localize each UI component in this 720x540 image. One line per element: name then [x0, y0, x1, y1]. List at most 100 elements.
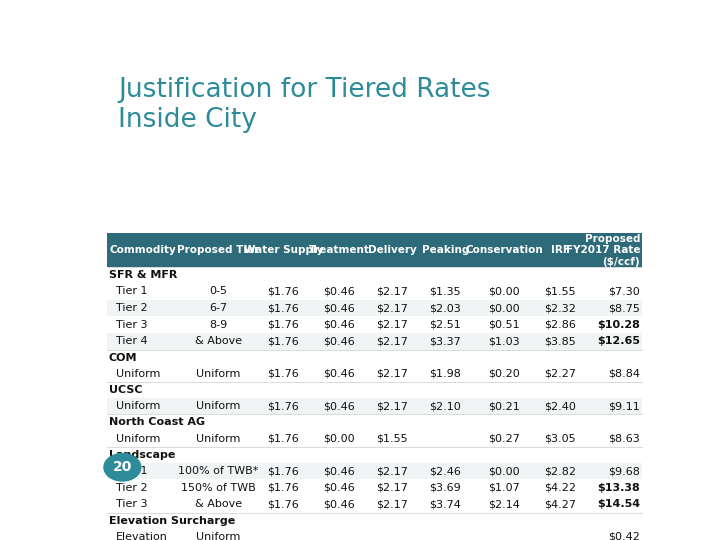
- Text: North Coast AG: North Coast AG: [109, 417, 205, 427]
- Text: 100% of TWB*: 100% of TWB*: [179, 466, 258, 476]
- Text: $2.17: $2.17: [377, 483, 408, 492]
- Text: Delivery: Delivery: [368, 245, 417, 255]
- Text: $7.30: $7.30: [608, 286, 640, 296]
- Bar: [107, 300, 642, 316]
- Text: $2.17: $2.17: [377, 500, 408, 509]
- Text: Uniform: Uniform: [116, 401, 160, 411]
- Text: $14.54: $14.54: [597, 500, 640, 509]
- Text: $1.76: $1.76: [267, 286, 300, 296]
- Text: COM: COM: [109, 353, 138, 362]
- Text: & Above: & Above: [195, 336, 242, 346]
- Text: Landscape: Landscape: [109, 450, 176, 460]
- Text: $2.17: $2.17: [377, 336, 408, 346]
- Text: $0.00: $0.00: [323, 434, 355, 443]
- Text: $0.00: $0.00: [488, 466, 520, 476]
- Text: $2.17: $2.17: [377, 320, 408, 330]
- Text: 20: 20: [112, 460, 132, 474]
- Text: Uniform: Uniform: [197, 434, 240, 443]
- Bar: [107, 398, 642, 415]
- Text: $4.27: $4.27: [544, 500, 576, 509]
- Text: $0.46: $0.46: [323, 369, 355, 379]
- Text: Tier 2: Tier 2: [116, 483, 148, 492]
- Text: Treatment: Treatment: [309, 245, 369, 255]
- Text: $1.76: $1.76: [267, 483, 300, 492]
- Text: $0.46: $0.46: [323, 303, 355, 313]
- Text: $1.76: $1.76: [267, 369, 300, 379]
- Text: $1.55: $1.55: [544, 286, 576, 296]
- Text: $1.76: $1.76: [267, 466, 300, 476]
- Bar: [107, 463, 642, 480]
- Bar: [107, 333, 642, 349]
- Text: $0.46: $0.46: [323, 320, 355, 330]
- Text: Proposed
FY2017 Rate
($/ccf): Proposed FY2017 Rate ($/ccf): [566, 234, 640, 267]
- Text: IRF: IRF: [551, 245, 570, 255]
- Text: 6-7: 6-7: [210, 303, 228, 313]
- Text: $1.76: $1.76: [267, 303, 300, 313]
- Text: $4.22: $4.22: [544, 483, 576, 492]
- Text: Elevation: Elevation: [116, 532, 168, 540]
- Text: $1.55: $1.55: [377, 434, 408, 443]
- Text: $2.03: $2.03: [429, 303, 461, 313]
- Text: $8.75: $8.75: [608, 303, 640, 313]
- Text: Tier 2: Tier 2: [116, 303, 148, 313]
- Text: $10.28: $10.28: [598, 320, 640, 330]
- Text: $1.07: $1.07: [488, 483, 520, 492]
- Text: $1.76: $1.76: [267, 500, 300, 509]
- Text: Peaking: Peaking: [421, 245, 469, 255]
- Text: SFR & MFR: SFR & MFR: [109, 270, 177, 280]
- Text: $0.51: $0.51: [488, 320, 520, 330]
- Text: $2.10: $2.10: [429, 401, 461, 411]
- Text: $0.46: $0.46: [323, 286, 355, 296]
- Text: $2.27: $2.27: [544, 369, 576, 379]
- Text: $2.14: $2.14: [488, 500, 520, 509]
- Text: $2.17: $2.17: [377, 369, 408, 379]
- Text: Elevation Surcharge: Elevation Surcharge: [109, 516, 235, 525]
- Text: & Above: & Above: [195, 500, 242, 509]
- Text: $0.20: $0.20: [488, 369, 520, 379]
- Text: $2.46: $2.46: [429, 466, 461, 476]
- Text: Water Supply: Water Supply: [243, 245, 323, 255]
- Text: Justification for Tiered Rates
Inside City: Justification for Tiered Rates Inside Ci…: [118, 77, 490, 133]
- Text: 0-5: 0-5: [210, 286, 228, 296]
- Text: Uniform: Uniform: [197, 401, 240, 411]
- Text: $1.35: $1.35: [429, 286, 461, 296]
- Text: $2.86: $2.86: [544, 320, 576, 330]
- Text: $0.42: $0.42: [608, 532, 640, 540]
- Text: $1.76: $1.76: [267, 401, 300, 411]
- Text: $0.00: $0.00: [488, 303, 520, 313]
- Text: Uniform: Uniform: [116, 434, 160, 443]
- Text: $2.82: $2.82: [544, 466, 576, 476]
- Text: 8-9: 8-9: [210, 320, 228, 330]
- Text: Uniform: Uniform: [197, 369, 240, 379]
- Text: $2.17: $2.17: [377, 401, 408, 411]
- Text: $0.46: $0.46: [323, 401, 355, 411]
- Text: $1.76: $1.76: [267, 320, 300, 330]
- Text: $1.98: $1.98: [429, 369, 461, 379]
- Text: $0.00: $0.00: [488, 286, 520, 296]
- Text: $0.46: $0.46: [323, 466, 355, 476]
- Text: $9.68: $9.68: [608, 466, 640, 476]
- Text: $3.69: $3.69: [429, 483, 461, 492]
- Text: $12.65: $12.65: [597, 336, 640, 346]
- Text: Tier 3: Tier 3: [116, 500, 147, 509]
- Text: 150% of TWB: 150% of TWB: [181, 483, 256, 492]
- Text: Tier 3: Tier 3: [116, 320, 147, 330]
- Text: $0.21: $0.21: [488, 401, 520, 411]
- Bar: [107, 496, 642, 512]
- Text: $3.37: $3.37: [429, 336, 461, 346]
- Circle shape: [104, 454, 141, 481]
- Text: Tier 4: Tier 4: [116, 336, 148, 346]
- Text: $8.84: $8.84: [608, 369, 640, 379]
- Text: Uniform: Uniform: [116, 369, 160, 379]
- Text: Uniform: Uniform: [197, 532, 240, 540]
- Text: $13.38: $13.38: [598, 483, 640, 492]
- Text: $2.17: $2.17: [377, 466, 408, 476]
- Text: Tier 1: Tier 1: [116, 286, 147, 296]
- Text: $8.63: $8.63: [608, 434, 640, 443]
- Text: $2.17: $2.17: [377, 303, 408, 313]
- Text: Commodity: Commodity: [109, 245, 176, 255]
- Text: $9.11: $9.11: [608, 401, 640, 411]
- Text: $0.46: $0.46: [323, 500, 355, 509]
- Text: $3.05: $3.05: [544, 434, 576, 443]
- Text: $3.74: $3.74: [429, 500, 461, 509]
